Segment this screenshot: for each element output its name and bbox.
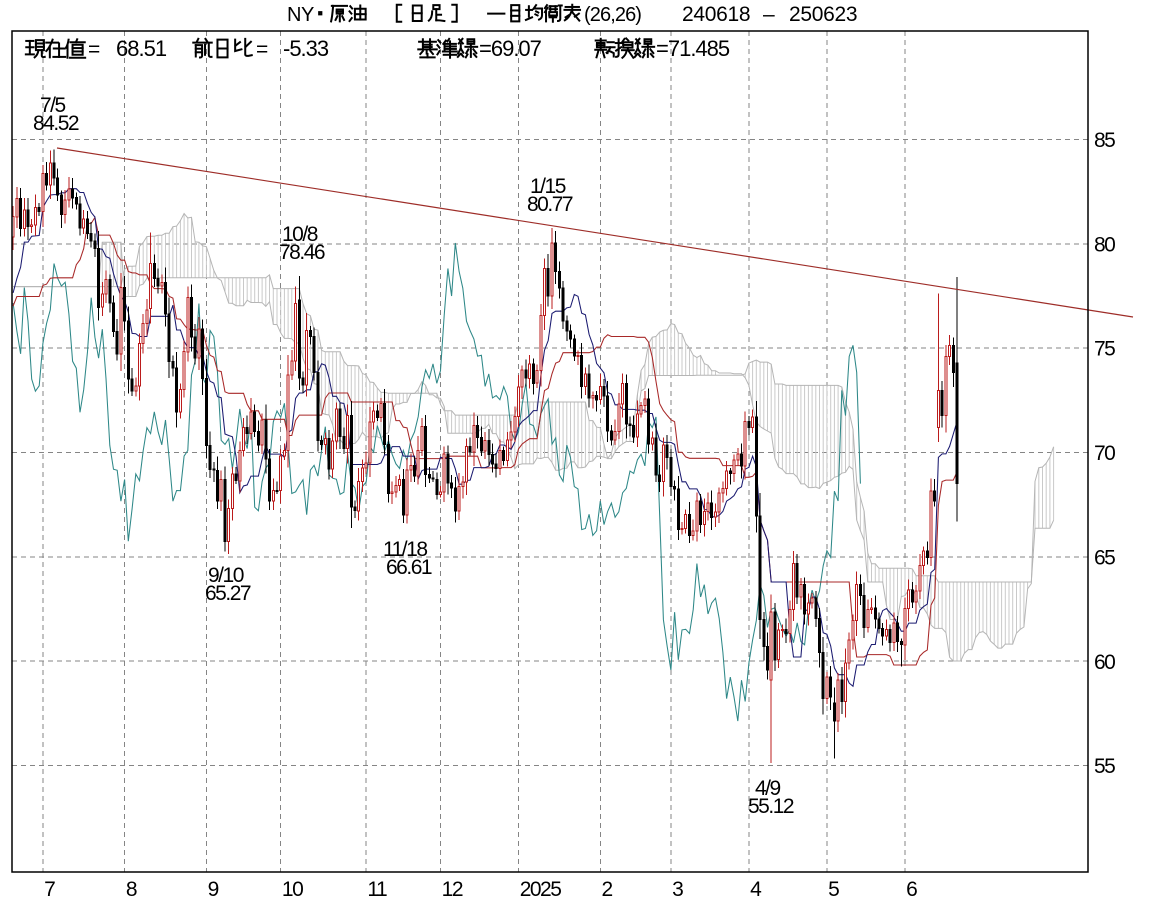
svg-text:75: 75: [1094, 338, 1115, 361]
svg-text:55: 55: [1094, 755, 1115, 778]
svg-text:68.51: 68.51: [116, 36, 167, 61]
svg-text:NY: NY: [287, 4, 314, 26]
svg-text:11: 11: [367, 878, 387, 901]
svg-text:=69.07: =69.07: [479, 36, 542, 61]
svg-text:80.77: 80.77: [527, 193, 573, 216]
svg-text:78.46: 78.46: [279, 241, 325, 264]
svg-text:55.12: 55.12: [748, 795, 794, 818]
svg-text:1/15: 1/15: [530, 175, 566, 198]
svg-text:=: =: [88, 38, 100, 61]
svg-text:60: 60: [1094, 651, 1115, 674]
svg-text:7: 7: [44, 878, 55, 901]
svg-text:8: 8: [126, 878, 137, 901]
svg-text:250623: 250623: [789, 3, 857, 26]
svg-text:=: =: [256, 38, 268, 61]
svg-text:2025: 2025: [520, 878, 562, 901]
svg-text:70: 70: [1094, 442, 1115, 465]
svg-text:240618: 240618: [682, 3, 750, 26]
svg-text:=71.485: =71.485: [656, 36, 730, 61]
svg-text:-5.33: -5.33: [283, 36, 329, 61]
svg-text:4/9: 4/9: [755, 777, 781, 800]
svg-text:80: 80: [1094, 233, 1115, 256]
svg-text:85: 85: [1094, 129, 1115, 152]
svg-text:65: 65: [1094, 546, 1115, 569]
svg-text:84.52: 84.52: [33, 112, 79, 135]
svg-text:65.27: 65.27: [205, 582, 251, 605]
svg-text:9/10: 9/10: [208, 564, 244, 587]
svg-text:11/18: 11/18: [383, 538, 427, 561]
svg-text:12: 12: [442, 878, 463, 901]
svg-text:(26,26): (26,26): [584, 4, 641, 26]
svg-text:7/5: 7/5: [40, 94, 66, 117]
svg-text:10: 10: [282, 878, 303, 901]
svg-text:10/8: 10/8: [282, 223, 318, 246]
svg-text:6: 6: [906, 878, 917, 901]
svg-text:2: 2: [601, 878, 612, 901]
svg-text:5: 5: [828, 878, 839, 901]
svg-text:–: –: [763, 3, 775, 26]
svg-text:66.61: 66.61: [386, 556, 432, 579]
svg-text:3: 3: [672, 878, 683, 901]
svg-text:4: 4: [750, 878, 762, 901]
svg-text:9: 9: [208, 878, 219, 901]
